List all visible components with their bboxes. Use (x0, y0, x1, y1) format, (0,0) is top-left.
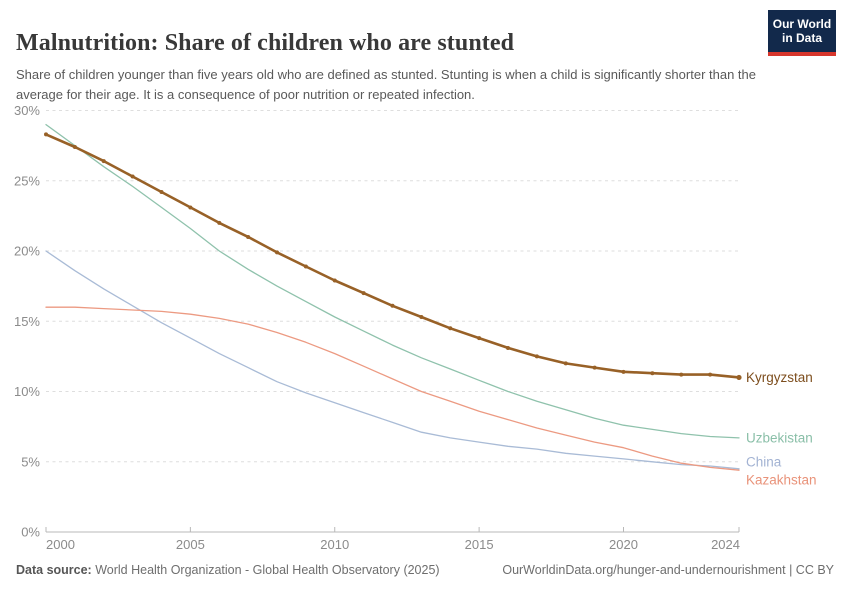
series-marker-kyrgyzstan-2001 (72, 145, 77, 150)
series-marker-kyrgyzstan-2021 (650, 371, 655, 376)
y-axis-label-15: 15% (14, 314, 40, 329)
series-marker-kyrgyzstan-2000 (44, 132, 48, 137)
series-marker-kyrgyzstan-2019 (592, 365, 597, 370)
series-marker-kyrgyzstan-2007 (246, 234, 251, 239)
chart-footer: Data source: World Health Organization -… (16, 563, 834, 577)
series-line-uzbekistan[interactable] (45, 123, 740, 439)
series-marker-kyrgyzstan-2023 (708, 372, 713, 377)
series-marker-kyrgyzstan-2015 (477, 336, 482, 341)
data-source-value: World Health Organization - Global Healt… (91, 563, 440, 577)
series-marker-kyrgyzstan-2008 (275, 250, 279, 255)
x-axis-label-2000: 2000 (46, 537, 75, 552)
y-axis-label-0: 0% (21, 525, 40, 540)
series-marker-kyrgyzstan-2009 (303, 264, 308, 269)
x-axis-label-2024: 2024 (711, 537, 740, 552)
x-axis-label-2015: 2015 (465, 537, 494, 552)
series-marker-kyrgyzstan-2016 (506, 345, 510, 350)
series-label-uzbekistan[interactable]: Uzbekistan (746, 430, 813, 445)
series-marker-kyrgyzstan-2002 (101, 159, 106, 164)
series-marker-kyrgyzstan-2020 (621, 369, 626, 374)
series-marker-kyrgyzstan-2018 (563, 361, 568, 366)
y-axis-label-20: 20% (14, 244, 40, 259)
y-axis-label-10: 10% (14, 384, 40, 399)
series-marker-kyrgyzstan-2005 (188, 205, 193, 210)
owid-logo[interactable]: Our World in Data (768, 10, 836, 56)
series-line-china[interactable] (45, 250, 740, 470)
series-marker-kyrgyzstan-2004 (159, 189, 164, 194)
series-marker-kyrgyzstan-2006 (217, 220, 222, 225)
owid-logo-line2: in Data (781, 31, 822, 46)
series-marker-kyrgyzstan-2017 (534, 354, 539, 359)
owid-url-link[interactable]: OurWorldinData.org/hunger-and-undernouri… (502, 563, 834, 577)
data-source-text: Data source: World Health Organization -… (16, 563, 440, 577)
series-label-kazakhstan[interactable]: Kazakhstan (746, 473, 817, 488)
series-line-kyrgyzstan[interactable] (44, 133, 741, 379)
data-source-label: Data source: (16, 563, 92, 577)
series-marker-kyrgyzstan-2014 (448, 326, 453, 331)
y-axis-label-30: 30% (14, 103, 40, 118)
chart-subtitle: Share of children younger than five year… (16, 67, 756, 102)
series-marker-kyrgyzstan-2012 (390, 303, 395, 308)
series-marker-kyrgyzstan-2003 (130, 174, 135, 179)
series-label-kyrgyzstan[interactable]: Kyrgyzstan (746, 370, 813, 385)
x-axis-label-2020: 2020 (609, 537, 638, 552)
y-axis-label-25: 25% (14, 173, 40, 188)
series-marker-kyrgyzstan-2010 (332, 278, 337, 283)
x-axis-label-2005: 2005 (176, 537, 205, 552)
series-marker-kyrgyzstan-2022 (679, 372, 684, 377)
series-marker-kyrgyzstan-2013 (419, 315, 424, 320)
series-marker-kyrgyzstan-2011 (361, 291, 366, 296)
series-line-kazakhstan[interactable] (45, 306, 740, 471)
x-axis-label-2010: 2010 (320, 537, 349, 552)
owid-logo-line1: Our World (772, 17, 832, 31)
series-marker-kyrgyzstan-2024 (736, 374, 742, 381)
y-axis-label-5: 5% (21, 454, 40, 469)
page-title: Malnutrition: Share of children who are … (16, 30, 515, 57)
series-label-china[interactable]: China (746, 454, 782, 469)
